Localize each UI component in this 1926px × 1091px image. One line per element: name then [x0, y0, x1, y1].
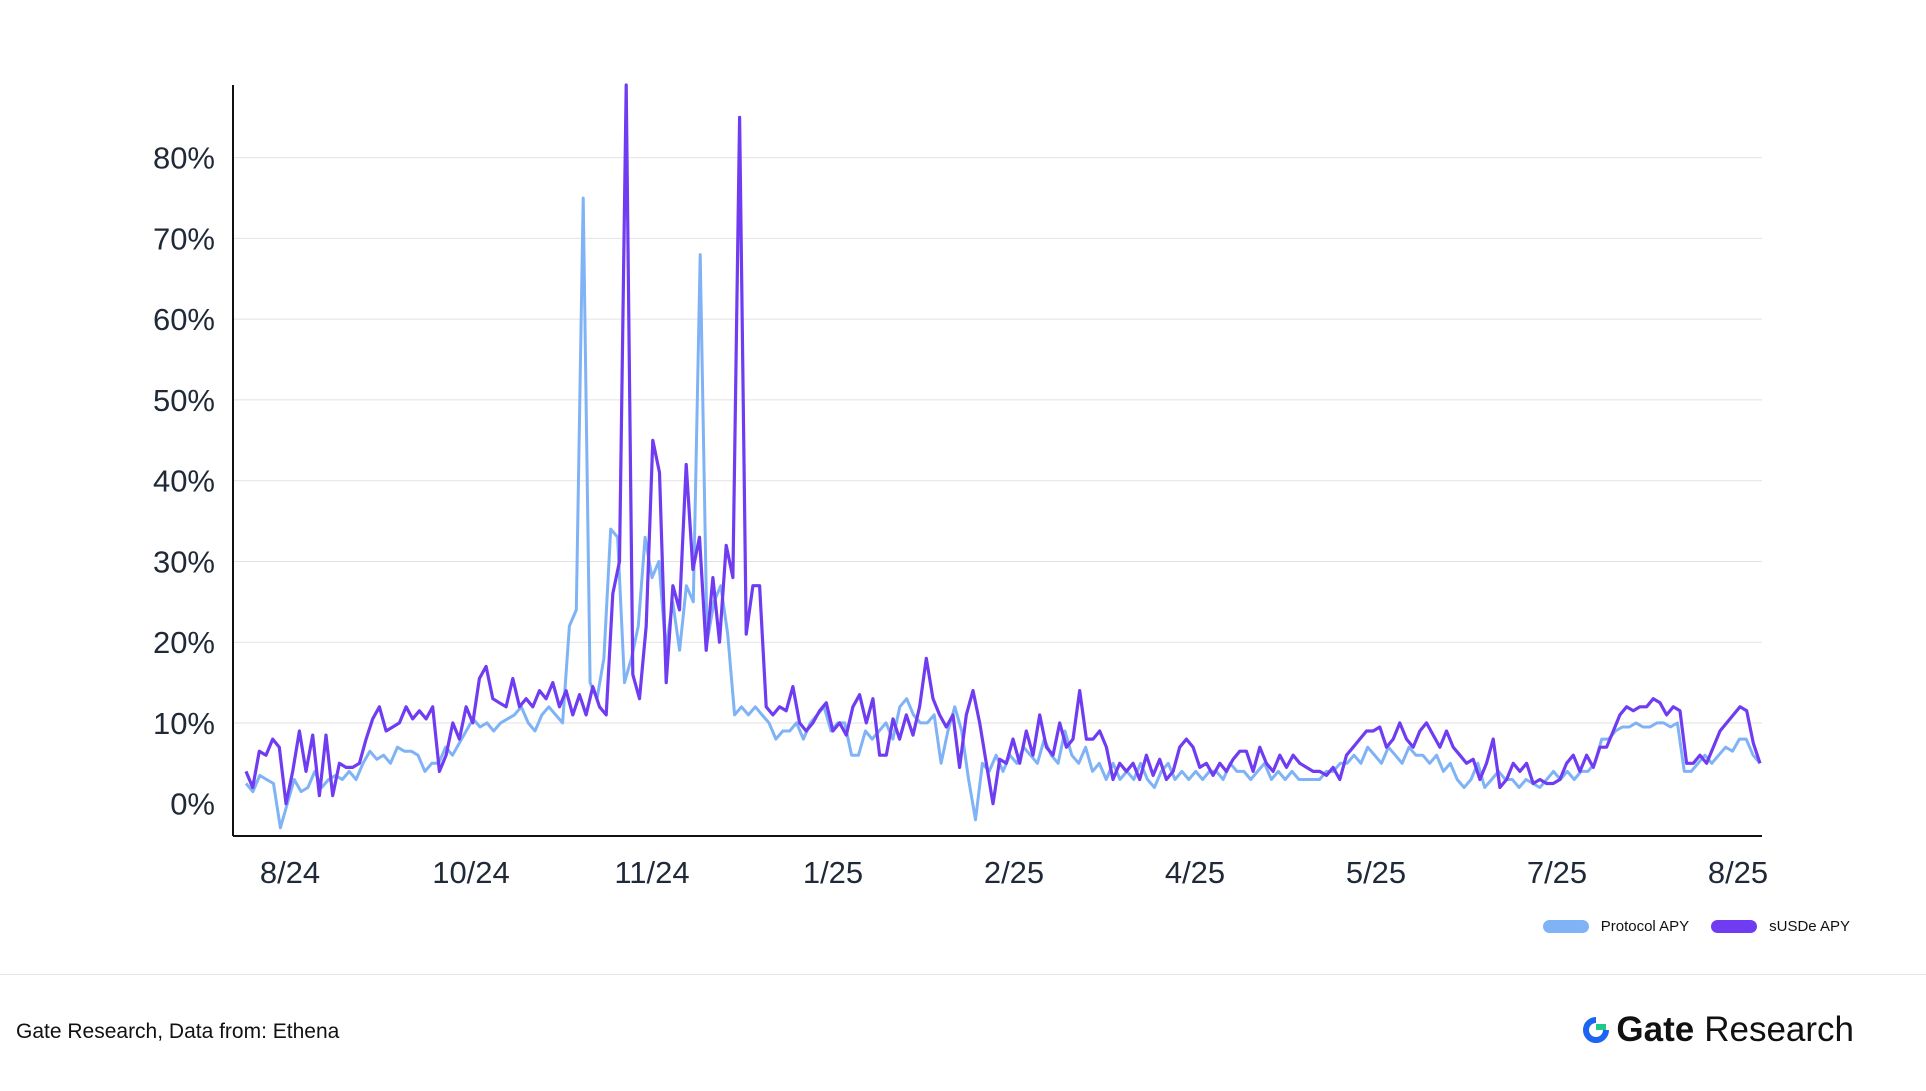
y-tick-label: 20%: [153, 625, 215, 660]
gridlines: [233, 157, 1762, 724]
y-tick-label: 40%: [153, 464, 215, 499]
brand-logo: Gate Research: [1580, 1010, 1854, 1050]
legend-item-susde-apy: sUSDe APY: [1711, 918, 1850, 935]
brand-suffix: Research: [1704, 1010, 1854, 1049]
x-tick-label: 5/25: [1346, 855, 1406, 890]
y-tick-label: 60%: [153, 302, 215, 337]
x-tick-label: 8/24: [260, 855, 320, 890]
legend-label-protocol-apy: Protocol APY: [1600, 918, 1690, 935]
gate-logo-icon: [1583, 1017, 1610, 1043]
x-tick-label: 10/24: [432, 855, 510, 890]
x-tick-label: 7/25: [1527, 855, 1587, 890]
x-tick-label: 2/25: [984, 855, 1044, 890]
series-lines: [244, 83, 1762, 830]
x-tick-label: 8/25: [1708, 855, 1768, 890]
source-caption: Gate Research, Data from: Ethena: [16, 1020, 340, 1043]
x-tick-label: 4/25: [1165, 855, 1225, 890]
y-tick-label: 50%: [153, 383, 215, 418]
x-tick-label: 1/25: [803, 855, 863, 890]
legend-swatch-susde-apy: [1711, 920, 1758, 933]
x-tick-label: 11/24: [614, 855, 689, 890]
series-line-susde-apy: [244, 83, 1762, 806]
y-tick-label: 30%: [153, 544, 215, 579]
legend-label-susde-apy: sUSDe APY: [1769, 918, 1850, 935]
brand-name: Gate: [1616, 1010, 1695, 1049]
legend-item-protocol-apy: Protocol APY: [1542, 918, 1690, 935]
y-tick-label: 0%: [170, 787, 215, 822]
y-axis-ticks: 0% 10% 20% 30% 40% 50% 60% 70% 80%: [153, 141, 215, 822]
legend-swatch-protocol-apy: [1542, 920, 1589, 933]
y-tick-label: 70%: [153, 221, 215, 256]
footer-divider: [0, 974, 1926, 975]
y-tick-label: 80%: [153, 141, 215, 176]
legend: Protocol APY sUSDe APY: [1521, 918, 1850, 935]
line-chart: 0% 10% 20% 30% 40% 50% 60% 70% 80% 8/24 10/24 11/2…: [153, 83, 1768, 890]
series-line-protocol-apy: [244, 196, 1762, 830]
x-axis-ticks: 8/24 10/24 11/24 1/25 2/25 4/25 5/25 7/25 8/25: [260, 855, 1768, 890]
y-tick-label: 10%: [153, 706, 215, 741]
